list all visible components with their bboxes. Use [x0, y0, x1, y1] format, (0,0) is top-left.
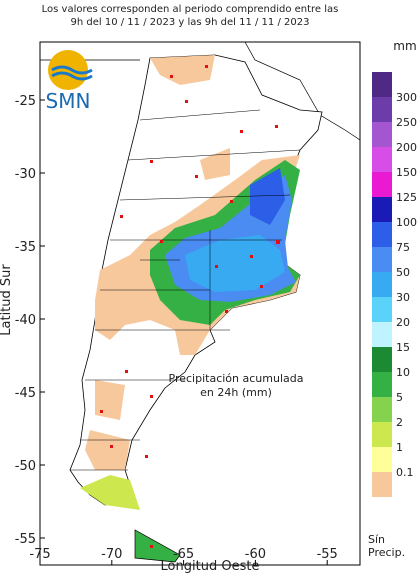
legend-label: 75: [396, 241, 410, 254]
station: [225, 310, 228, 313]
precip-area: [250, 168, 285, 225]
station: [125, 370, 128, 373]
legend-label: 0.1: [396, 466, 414, 479]
legend-label: 1: [396, 441, 403, 454]
y-tick-label: -35: [15, 240, 36, 255]
y-axis-label: Latitud Sur: [0, 264, 14, 336]
legend-swatch: [372, 422, 392, 447]
y-tick-label: -45: [15, 386, 36, 401]
legend-label: 100: [396, 216, 417, 229]
y-tick-label: -30: [15, 167, 36, 182]
legend: 300 250 200 150 125 100 75 50 30 20 15 10 5 2 1 0.1: [372, 72, 417, 497]
station: [215, 265, 218, 268]
legend-swatch: [372, 372, 392, 397]
legend-swatch: [372, 472, 392, 497]
legend-swatch: [372, 447, 392, 472]
legend-label: 200: [396, 141, 417, 154]
legend-unit: mm: [393, 39, 416, 53]
legend-swatch: [372, 97, 392, 122]
x-tick-label: -65: [173, 547, 194, 562]
station: [260, 285, 263, 288]
station: [195, 175, 198, 178]
legend-swatch: [372, 272, 392, 297]
tierra-del-fuego: [134, 529, 181, 563]
legend-no-precip: Precip.: [368, 546, 405, 559]
station: [110, 445, 113, 448]
station: [100, 410, 103, 413]
legend-label: 2: [396, 416, 403, 429]
legend-no-precip: Sín: [368, 533, 385, 546]
logo-waves: [51, 65, 93, 81]
x-tick-label: -55: [317, 547, 338, 562]
stations: [100, 65, 280, 548]
station: [120, 215, 123, 218]
precip-area: [85, 148, 230, 470]
x-axis-label: Longitud Oeste: [161, 559, 260, 573]
legend-label: 50: [396, 266, 410, 279]
legend-swatch: [372, 347, 392, 372]
x-tick-label: -70: [101, 547, 122, 562]
station: [276, 240, 280, 244]
legend-swatch: [372, 397, 392, 422]
legend-swatch: [372, 122, 392, 147]
station: [240, 130, 243, 133]
legend-swatch: [372, 72, 392, 97]
station: [150, 395, 153, 398]
station: [160, 240, 163, 243]
station: [170, 75, 173, 78]
station: [250, 255, 253, 258]
legend-swatch: [372, 322, 392, 347]
legend-label: 125: [396, 191, 417, 204]
legend-label: 5: [396, 391, 403, 404]
precip-area: [150, 55, 215, 85]
legend-label: 150: [396, 166, 417, 179]
annotation-line: Precipitación acumulada: [169, 372, 304, 385]
x-ticks: -75 -70 -65 -60 -55: [29, 547, 338, 565]
station: [205, 65, 208, 68]
y-tick-label: -40: [15, 313, 36, 328]
legend-label: 15: [396, 341, 410, 354]
legend-label: 20: [396, 316, 410, 329]
province-border: [70, 109, 301, 471]
station: [185, 100, 188, 103]
legend-label: 10: [396, 366, 410, 379]
legend-swatch: [372, 222, 392, 247]
legend-swatch: [372, 247, 392, 272]
legend-label: 30: [396, 291, 410, 304]
y-tick-label: -55: [15, 532, 36, 547]
x-tick-label: -60: [245, 547, 266, 562]
logo-text: SMN: [46, 89, 91, 113]
legend-label: 300: [396, 91, 417, 104]
legend-swatch: [372, 172, 392, 197]
y-ticks: -25 -30 -35 -40 -45 -50 -55: [15, 94, 45, 547]
title-line: 9h del 10 / 11 / 2023 y las 9h del 11 / …: [71, 17, 310, 28]
station: [150, 545, 153, 548]
y-tick-label: -25: [15, 94, 36, 109]
y-tick-label: -50: [15, 459, 36, 474]
legend-label: 250: [396, 116, 417, 129]
legend-swatch: [372, 297, 392, 322]
station: [275, 125, 278, 128]
station: [230, 200, 233, 203]
station: [150, 160, 153, 163]
legend-swatch: [372, 147, 392, 172]
title-line: Los valores corresponden al periodo comp…: [42, 4, 339, 15]
precip-area: [80, 475, 140, 510]
annotation-line: en 24h (mm): [200, 386, 272, 399]
legend-swatch: [372, 197, 392, 222]
x-tick-label: -75: [29, 547, 50, 562]
station: [145, 455, 148, 458]
